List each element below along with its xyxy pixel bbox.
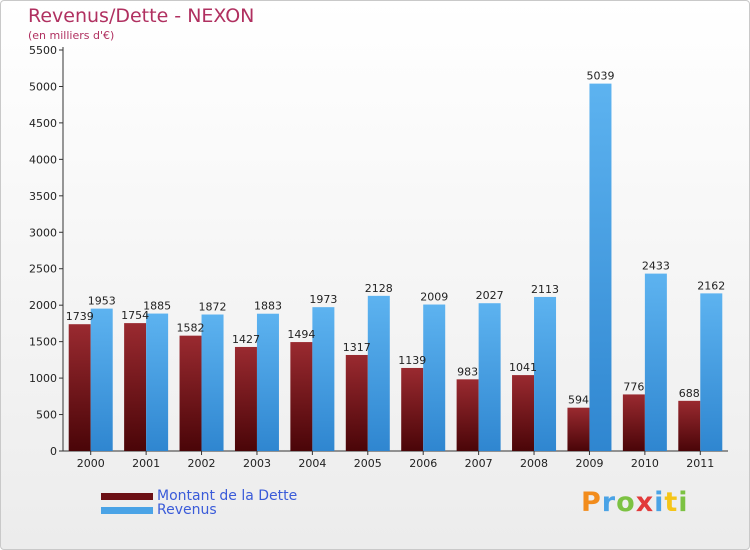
- data-label-dette: 1139: [398, 354, 426, 367]
- bar-revenus: [700, 293, 723, 451]
- x-tick-label: 2011: [686, 457, 714, 470]
- logo-letter: i: [678, 487, 689, 518]
- y-tick-label: 4000: [29, 153, 57, 166]
- x-tick-label: 2002: [188, 457, 216, 470]
- logo-letter: i: [654, 487, 665, 518]
- bar-dette: [512, 375, 535, 451]
- x-tick-label: 2008: [520, 457, 548, 470]
- bar-dette: [290, 342, 313, 451]
- data-label-revenus: 2113: [531, 283, 559, 296]
- bar-revenus: [534, 296, 557, 451]
- bar-dette: [345, 354, 368, 451]
- data-label-dette: 1041: [509, 361, 537, 374]
- bar-revenus: [589, 83, 612, 452]
- y-tick-label: 0: [50, 445, 57, 458]
- data-label-revenus: 1872: [199, 301, 227, 314]
- data-label-revenus: 2433: [642, 260, 670, 273]
- data-label-dette: 983: [457, 365, 478, 378]
- y-tick-label: 2000: [29, 299, 57, 312]
- y-tick-label: 5500: [29, 44, 57, 57]
- x-tick-label: 2006: [409, 457, 437, 470]
- x-tick-label: 2003: [243, 457, 271, 470]
- x-tick-label: 2009: [575, 457, 603, 470]
- data-label-revenus: 1953: [88, 295, 116, 308]
- bar-dette: [622, 394, 645, 451]
- legend-label-dette: Montant de la Dette: [157, 488, 298, 504]
- data-label-revenus: 5039: [586, 70, 614, 83]
- bar-revenus: [423, 304, 446, 451]
- data-label-dette: 1317: [343, 341, 371, 354]
- data-label-revenus: 2128: [365, 282, 393, 295]
- x-tick-label: 2001: [132, 457, 160, 470]
- bar-dette: [124, 323, 147, 451]
- bar-dette: [179, 335, 202, 451]
- y-tick-label: 1500: [29, 336, 57, 349]
- chart-title: Revenus/Dette - NEXON: [28, 5, 255, 27]
- logo-letter: P: [581, 487, 602, 518]
- x-tick-label: 2005: [354, 457, 382, 470]
- logo-letter: o: [616, 487, 636, 518]
- x-tick-label: 2007: [465, 457, 493, 470]
- bar-dette: [678, 400, 701, 451]
- logo-letter: t: [664, 487, 679, 518]
- data-label-dette: 1427: [232, 333, 260, 346]
- bar-dette: [401, 367, 424, 451]
- y-tick-label: 3000: [29, 226, 57, 239]
- y-tick-label: 4500: [29, 117, 57, 130]
- legend-swatch-dette: [101, 493, 153, 500]
- logo-letter: r: [601, 487, 617, 518]
- legend-swatch-revenus: [101, 507, 153, 514]
- y-tick-label: 3500: [29, 190, 57, 203]
- bar-revenus: [256, 313, 279, 451]
- data-label-dette: 776: [623, 380, 644, 393]
- x-tick-label: 2004: [298, 457, 326, 470]
- logo-letter: x: [635, 487, 655, 518]
- chart-subtitle: (en milliers d'€): [28, 29, 115, 42]
- bar-dette: [68, 324, 91, 451]
- data-label-revenus: 1883: [254, 300, 282, 313]
- y-tick-label: 500: [36, 409, 57, 422]
- data-label-dette: 1494: [287, 328, 315, 341]
- bar-revenus: [90, 308, 113, 451]
- data-label-revenus: 1885: [143, 300, 171, 313]
- data-label-revenus: 1973: [309, 293, 337, 306]
- data-label-dette: 688: [679, 387, 700, 400]
- data-label-revenus: 2009: [420, 291, 448, 304]
- x-tick-label: 2000: [77, 457, 105, 470]
- bar-revenus: [146, 313, 169, 451]
- data-label-dette: 1739: [66, 310, 94, 323]
- data-label-dette: 594: [568, 394, 589, 407]
- y-tick-label: 2500: [29, 263, 57, 276]
- bar-revenus: [312, 307, 335, 451]
- bar-dette: [567, 407, 590, 451]
- y-tick-label: 5000: [29, 80, 57, 93]
- legend-label-revenus: Revenus: [157, 502, 217, 518]
- bar-revenus: [644, 273, 667, 451]
- bar-dette: [456, 379, 479, 451]
- data-label-dette: 1754: [121, 309, 149, 322]
- bar-revenus: [367, 295, 390, 451]
- bar-dette: [234, 346, 257, 451]
- data-label-revenus: 2162: [697, 279, 725, 292]
- bar-revenus: [201, 314, 224, 451]
- y-tick-label: 1000: [29, 372, 57, 385]
- proxiti-logo: Proxiti: [581, 487, 689, 518]
- data-label-revenus: 2027: [476, 289, 504, 302]
- bar-revenus: [478, 303, 501, 451]
- x-tick-label: 2010: [631, 457, 659, 470]
- data-label-dette: 1582: [177, 322, 205, 335]
